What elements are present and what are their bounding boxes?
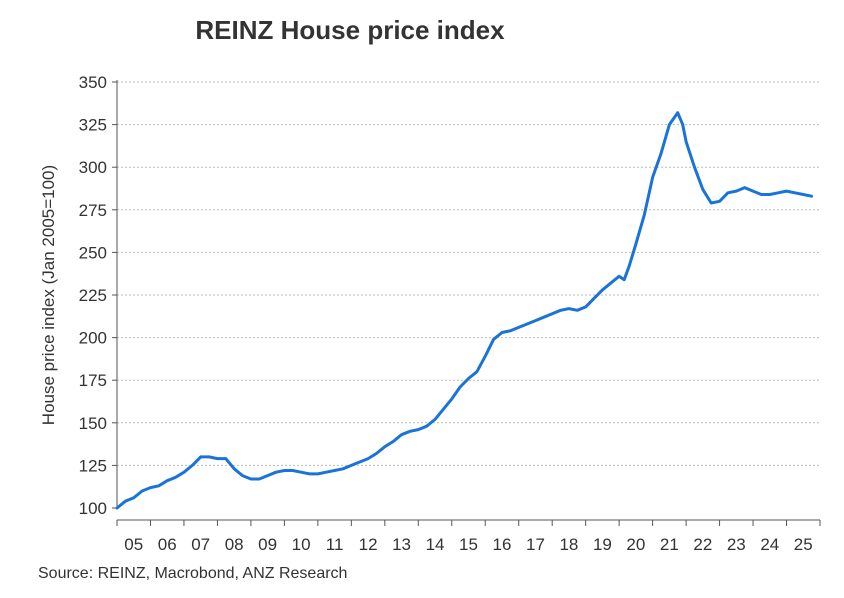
- source-note: Source: REINZ, Macrobond, ANZ Research: [38, 565, 348, 582]
- y-tick-label: 200: [79, 329, 107, 348]
- y-tick-label: 100: [79, 499, 107, 518]
- x-tick-label: 20: [626, 535, 645, 554]
- y-tick-label: 175: [79, 371, 107, 390]
- y-tick-label: 150: [79, 414, 107, 433]
- x-tick-label: 16: [493, 535, 512, 554]
- x-tick-label: 15: [459, 535, 478, 554]
- x-tick-label: 14: [426, 535, 445, 554]
- series-line: [115, 111, 814, 510]
- x-tick-label: 17: [526, 535, 545, 554]
- chart-title: REINZ House price index: [195, 15, 505, 45]
- y-tick-label: 275: [79, 201, 107, 220]
- y-tick-label: 325: [79, 116, 107, 135]
- y-tick-label: 350: [79, 73, 107, 92]
- x-axis: 05 06 07 08 09 10 11 12 13 14 15 16 17 18 19 20 21 22 23 24…: [116, 519, 821, 554]
- x-tick-label: 05: [124, 535, 143, 554]
- x-tick-label: 12: [359, 535, 378, 554]
- x-tick-label: 23: [727, 535, 746, 554]
- x-tick-label: 19: [593, 535, 612, 554]
- x-tick-label: 09: [258, 535, 277, 554]
- x-tick-label: 25: [794, 535, 813, 554]
- series-group: [115, 111, 814, 510]
- y-tick-label: 300: [79, 158, 107, 177]
- x-tick-label: 22: [693, 535, 712, 554]
- y-tick-label: 225: [79, 286, 107, 305]
- x-tick-label: 11: [326, 535, 344, 554]
- y-tick-label: 250: [79, 243, 107, 262]
- x-tick-label: 18: [559, 535, 578, 554]
- y-tick-label: 125: [79, 456, 107, 475]
- x-tick-label: 10: [292, 535, 311, 554]
- x-tick-label: 07: [191, 535, 210, 554]
- x-tick-label: 06: [158, 535, 177, 554]
- x-tick-label: 08: [225, 535, 244, 554]
- gridlines: [117, 81, 820, 466]
- y-axis: 100 125 150 175 200 225 250 275 300 325 350: [79, 73, 118, 518]
- y-axis-label: House price index (Jan 2005=100): [39, 165, 58, 425]
- x-tick-label: 21: [660, 535, 679, 554]
- x-tick-label: 24: [760, 535, 779, 554]
- x-tick-label: 13: [392, 535, 411, 554]
